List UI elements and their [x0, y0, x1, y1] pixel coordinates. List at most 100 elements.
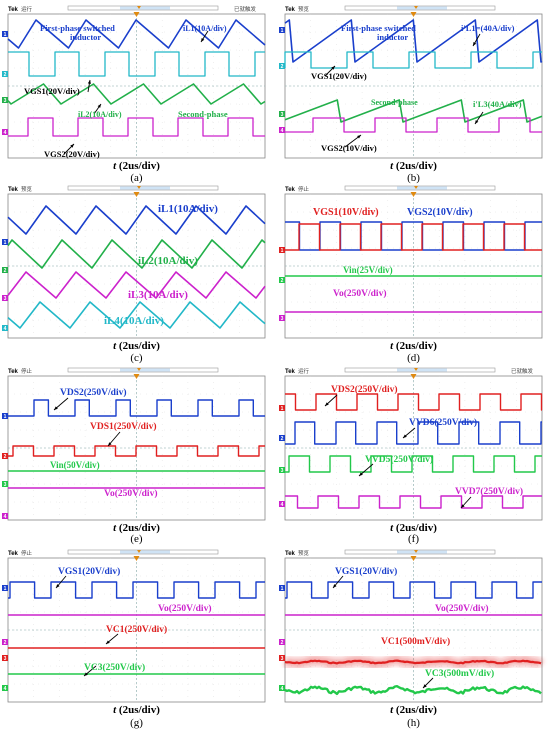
- channel-marker-icon: 1: [2, 413, 8, 420]
- arrow-head-icon: [357, 135, 361, 139]
- waveform-4: [284, 659, 542, 665]
- channel-number: 4: [281, 686, 284, 692]
- channel-marker-icon: 2: [2, 453, 8, 460]
- channel-marker-icon: 3: [279, 655, 285, 662]
- waveform-label: i'L3(40A/div): [473, 99, 522, 109]
- channel-number: 1: [4, 240, 7, 246]
- x-axis-unit: (2us/div): [393, 522, 437, 534]
- waveform-3: [7, 83, 266, 105]
- record-window: [120, 6, 170, 10]
- panel-g: Tek 停止 1 2 3 4 VGS1(20V/div) Vo(250V/div) VC1(25…: [2, 549, 266, 729]
- channel-marker-icon: 1: [279, 247, 285, 254]
- channel-markers: 1 2 3 4: [279, 405, 285, 508]
- x-axis-label: t (2us/div): [113, 522, 160, 534]
- channel-marker-icon: 2: [279, 277, 285, 284]
- trigger-marker-icon: [414, 550, 418, 553]
- annotation-arrows: [324, 33, 484, 148]
- waveform-label: Vo(250V/div): [158, 603, 212, 614]
- waveform-label: iL3(10A/div): [128, 289, 188, 301]
- scope-brand: Tek: [8, 369, 19, 375]
- x-axis-variable: t: [390, 160, 394, 172]
- waveform-1: [7, 19, 266, 49]
- x-axis-unit: (2us/div): [393, 340, 437, 352]
- scope-header: Tek 停止: [8, 367, 219, 375]
- annotation-arrows: [63, 30, 209, 155]
- waveform-1: [8, 399, 265, 417]
- channel-marker-icon: 1: [279, 405, 285, 412]
- arrow-head-icon: [333, 584, 337, 588]
- panel-e: Tek 停止 1 2 3 4 VDS2(250V/div) VDS1(250V/div) Vin…: [2, 367, 266, 545]
- waveform-1: [285, 393, 543, 411]
- x-axis-variable: t: [390, 522, 394, 534]
- waveform-label: VC3(250V/div): [84, 662, 145, 673]
- trigger-position-icon: [133, 192, 140, 197]
- x-axis-unit: (2us/div): [116, 160, 160, 172]
- channel-marker-icon: 1: [279, 585, 285, 592]
- channel-marker-icon: 4: [2, 129, 8, 136]
- channel-number: 2: [281, 436, 284, 442]
- channel-marker-icon: 4: [2, 325, 8, 332]
- channel-number: 3: [281, 112, 284, 118]
- waveform-label: VVD5(250V/div): [365, 454, 433, 465]
- channel-marker-icon: 4: [279, 501, 285, 508]
- waveform-label: VGS2(10V/div): [321, 143, 377, 153]
- waveform-label: VC3(500mV/div): [425, 668, 494, 679]
- waveform-3: [284, 99, 543, 123]
- waveform-label: i'L1=(40A/div): [461, 23, 515, 33]
- record-bar: [344, 185, 496, 191]
- record-bar: [344, 367, 496, 373]
- channel-number: 2: [281, 64, 284, 70]
- plot-area: 1 2 3 4 iL1(10A/div) iL2(10A/div) iL3(10A/div)…: [2, 192, 266, 339]
- scope-status: 预览: [21, 185, 33, 193]
- waveform-label: iL2(10A/div): [78, 110, 122, 119]
- channel-number: 3: [4, 296, 7, 302]
- waveform-label: First-phase switched: [341, 23, 416, 33]
- waveform-1: [285, 221, 542, 251]
- trigger-marker-icon: [137, 368, 141, 371]
- waveform-label: iL1(10A/div): [158, 203, 218, 215]
- waveform-label: inductor: [70, 32, 101, 42]
- panel-caption: (a): [130, 172, 143, 184]
- waveform-label: VDS2(250V/div): [60, 387, 127, 398]
- channel-markers: 1 2 3 4: [2, 31, 8, 136]
- waveform-label: inductor: [377, 32, 408, 42]
- scope-status: 运行: [21, 5, 33, 13]
- waveform-label: Second-phase: [371, 98, 418, 107]
- arrow-head-icon: [461, 504, 465, 508]
- waveforms: [284, 19, 543, 133]
- channel-number: 1: [4, 32, 7, 38]
- waveform-label: iL2(10A/div): [138, 255, 198, 267]
- channel-number: 4: [281, 128, 284, 134]
- x-axis-label: t (2us/div): [390, 160, 437, 172]
- scope-header: Tek 运行 已就触发: [285, 367, 534, 375]
- waveform-label: VGS1(20V/div): [58, 566, 120, 577]
- waveform-label: Vo(250V/div): [333, 288, 387, 299]
- record-bar: [344, 5, 496, 11]
- arrow-head-icon: [403, 434, 407, 438]
- channel-marker-icon: 1: [2, 31, 8, 38]
- grid: [285, 194, 542, 338]
- channel-markers: 1 2 3 4: [2, 585, 8, 692]
- record-window: [120, 186, 170, 190]
- channel-marker-icon: 3: [279, 315, 285, 322]
- scope-header: Tek 运行 已就触发: [8, 5, 257, 13]
- arrow-head-icon: [325, 402, 329, 406]
- waveform-label: Vo(250V/div): [435, 603, 489, 614]
- waveform-2: [284, 51, 542, 69]
- waveform-label: VVD6(250V/div): [409, 417, 477, 428]
- waveform-2: [7, 239, 266, 269]
- trigger-marker-icon: [137, 550, 141, 553]
- waveforms: [8, 581, 265, 675]
- arrow-head-icon: [97, 104, 101, 108]
- trigger-position-icon: [410, 12, 417, 17]
- channel-number: 3: [281, 468, 284, 474]
- arrow-head-icon: [106, 640, 110, 644]
- scope-brand: Tek: [285, 369, 296, 375]
- x-axis-unit: (2us/div): [393, 704, 437, 716]
- x-axis-label: t (2us/div): [390, 340, 437, 352]
- x-axis-variable: t: [113, 522, 117, 534]
- trigger-marker-icon: [414, 6, 418, 9]
